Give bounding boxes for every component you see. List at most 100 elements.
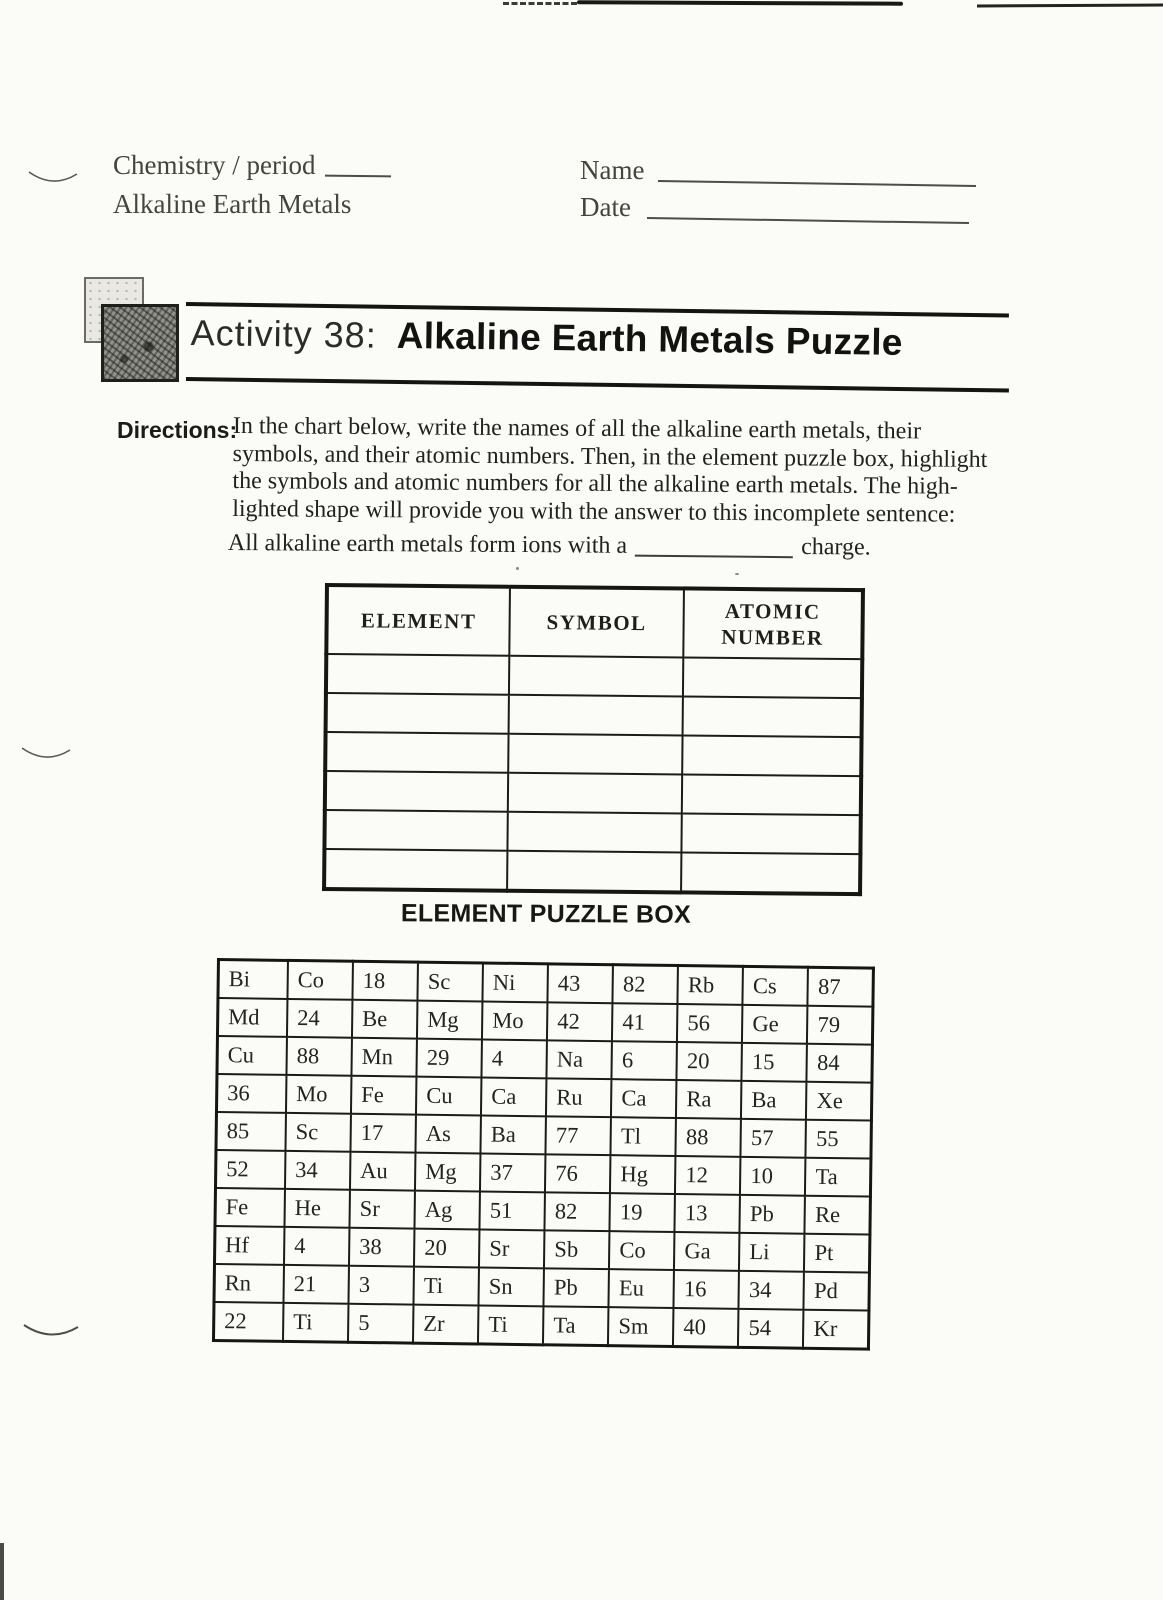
puzzle-cell: 22 <box>213 1301 284 1342</box>
table-cell-empty <box>507 772 683 814</box>
puzzle-cell: Fe <box>351 1075 417 1115</box>
period-blank <box>325 172 392 178</box>
table-row <box>324 810 861 855</box>
table-cell-empty <box>508 733 683 775</box>
puzzle-cell: 15 <box>741 1042 808 1082</box>
course-line: Chemistry / period <box>113 150 392 181</box>
puzzle-box-title: ELEMENT PUZZLE BOX <box>400 899 692 929</box>
puzzle-cell: Fe <box>214 1187 285 1227</box>
puzzle-cell: Hf <box>214 1225 285 1265</box>
puzzle-cell: Kr <box>803 1309 869 1350</box>
puzzle-row: 22 Ti 5 Zr Ti Ta Sm 40 54 Kr <box>213 1301 869 1350</box>
directions-text: In the chart below, write the names of a… <box>232 413 1053 529</box>
answer-blank <box>635 552 794 559</box>
puzzle-cell: Mn <box>351 1037 418 1077</box>
date-blank <box>646 215 969 225</box>
puzzle-cell: 85 <box>215 1112 286 1151</box>
element-table: ELEMENT SYMBOL ATOMIC NUMBER <box>322 583 865 897</box>
table-cell-empty <box>324 810 508 851</box>
puzzle-cell: Ta <box>805 1157 871 1197</box>
puzzle-cell: He <box>284 1188 351 1228</box>
puzzle-grid-body: Bi Co 18 Sc Ni 43 82 Rb Cs 87 Md 24 Be Mg Mo 42 41 56 Ge 79… <box>213 959 874 1350</box>
puzzle-cell: Pd <box>803 1271 870 1311</box>
puzzle-cell: Eu <box>608 1269 675 1309</box>
puzzle-cell: 77 <box>545 1116 612 1156</box>
pen-mark-icon <box>28 171 78 182</box>
puzzle-cell: Li <box>739 1232 805 1272</box>
puzzle-cell: Cu <box>216 1036 287 1075</box>
table-cell-empty <box>324 771 509 812</box>
directions-line: lighted shape will provide you with the … <box>232 495 956 528</box>
puzzle-cell: 29 <box>416 1038 483 1078</box>
puzzle-cell: Au <box>350 1151 416 1191</box>
puzzle-cell: Pb <box>543 1268 610 1308</box>
puzzle-cell: Mo <box>482 1001 548 1041</box>
activity-icon <box>101 304 179 382</box>
table-cell-empty <box>682 735 862 777</box>
element-table-body <box>324 654 863 895</box>
puzzle-cell: 20 <box>414 1228 480 1268</box>
activity-title-bar: Activity 38: Alkaline Earth Metals Puzzle <box>190 312 903 364</box>
puzzle-cell: 88 <box>675 1118 742 1157</box>
puzzle-cell: 24 <box>286 998 353 1038</box>
puzzle-cell: Ca <box>481 1077 547 1117</box>
puzzle-cell: Zr <box>413 1304 479 1344</box>
scan-artifact-left-edge <box>0 1543 4 1600</box>
pen-mark-icon <box>23 1324 79 1336</box>
puzzle-cell: Mg <box>417 1000 483 1040</box>
scan-artifact-top-line-right <box>976 3 1163 8</box>
col-header-symbol: SYMBOL <box>509 586 684 658</box>
puzzle-cell: 84 <box>806 1043 873 1083</box>
name-label: Name <box>580 155 645 185</box>
puzzle-cell: Sc <box>417 962 484 1002</box>
col-header-element: ELEMENT <box>326 585 510 656</box>
table-row <box>324 771 862 816</box>
puzzle-cell: 38 <box>349 1227 415 1267</box>
puzzle-cell: Ra <box>676 1080 742 1119</box>
puzzle-cell: Ru <box>546 1078 612 1118</box>
table-cell-empty <box>325 693 509 734</box>
puzzle-cell: Ni <box>482 962 549 1003</box>
puzzle-cell: Xe <box>806 1081 872 1121</box>
puzzle-cell: 5 <box>348 1303 414 1344</box>
table-cell-empty <box>325 654 510 695</box>
col-header-atomic-number: ATOMIC NUMBER <box>683 588 863 660</box>
puzzle-cell: 51 <box>479 1191 546 1231</box>
element-table-header: ELEMENT SYMBOL ATOMIC NUMBER <box>326 585 863 660</box>
table-row <box>325 732 862 777</box>
pen-mark-icon <box>21 747 71 758</box>
puzzle-cell: Ta <box>543 1306 609 1346</box>
puzzle-cell: Bi <box>217 959 288 999</box>
puzzle-cell: Ag <box>414 1190 481 1230</box>
table-row <box>325 654 863 699</box>
puzzle-cell: Sc <box>285 1112 352 1152</box>
puzzle-cell: Ti <box>282 1302 349 1343</box>
puzzle-cell: 37 <box>480 1153 546 1193</box>
puzzle-cell: Mo <box>285 1074 352 1114</box>
puzzle-cell: Na <box>546 1040 613 1080</box>
puzzle-cell: Ba <box>480 1115 547 1155</box>
puzzle-cell: 82 <box>612 964 679 1005</box>
table-cell-empty <box>508 655 684 697</box>
puzzle-cell: 76 <box>545 1154 611 1194</box>
puzzle-cell: 42 <box>547 1002 613 1042</box>
puzzle-cell: Ca <box>611 1079 677 1119</box>
puzzle-cell: 6 <box>611 1041 678 1081</box>
subject-line: Alkaline Earth Metals <box>113 189 352 219</box>
puzzle-cell: 52 <box>215 1150 286 1189</box>
directions-label: Directions: <box>117 417 238 443</box>
puzzle-cell: Pb <box>739 1194 806 1234</box>
puzzle-cell: 20 <box>676 1042 743 1081</box>
puzzle-cell: Sb <box>544 1230 610 1270</box>
table-cell-empty <box>682 696 862 738</box>
puzzle-cell: 16 <box>673 1270 740 1309</box>
puzzle-cell: Cu <box>416 1076 482 1116</box>
name-blank <box>658 178 977 187</box>
sentence-prefix: All alkaline earth metals form ions with… <box>227 530 628 559</box>
puzzle-cell: Be <box>352 999 418 1039</box>
element-puzzle-box: Bi Co 18 Sc Ni 43 82 Rb Cs 87 Md 24 Be Mg Mo 42 41 56 Ge 79… <box>211 958 875 1351</box>
header-row: ELEMENT SYMBOL ATOMIC NUMBER <box>326 585 863 660</box>
puzzle-cell: 34 <box>738 1270 805 1310</box>
puzzle-cell: 34 <box>284 1150 351 1190</box>
